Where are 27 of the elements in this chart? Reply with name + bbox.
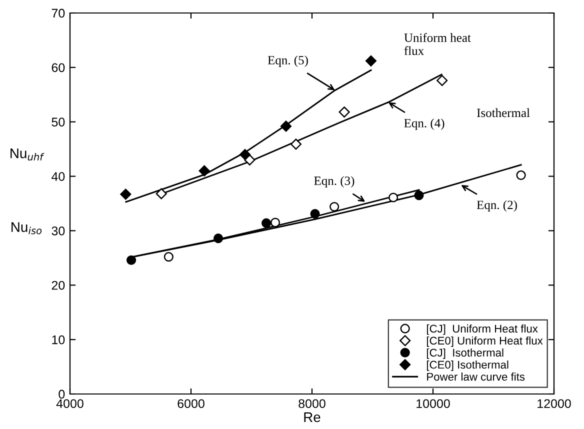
- annotation: Uniform heat flux: [404, 33, 471, 56]
- x-axis-title: Re: [304, 412, 320, 422]
- y-tick-label: 50: [52, 118, 65, 127]
- y-tick-label: 60: [52, 63, 65, 72]
- y-tick-label: 40: [52, 172, 65, 181]
- legend-label: Power law curve fits: [427, 372, 525, 381]
- y-axis-title: Nu$_{uhf}$: [10, 148, 44, 160]
- y-tick-label: 30: [52, 226, 65, 236]
- legend-label: [CJ] Isothermal: [426, 348, 504, 359]
- legend-label: [CE0] Uniform Heat flux: [426, 336, 543, 347]
- legend-label: [CE0] Isothermal: [426, 360, 508, 371]
- annotation: Eqn. (3): [314, 176, 354, 188]
- x-tick-label: 8000: [298, 399, 326, 408]
- x-tick-label: 4000: [56, 399, 84, 408]
- y-tick-label: 0: [58, 390, 65, 399]
- y-tick-label: 20: [52, 280, 65, 290]
- text: Nu$_{iso}$: [12, 222, 42, 234]
- legend-label: [CJ] Uniform Heat flux: [426, 324, 538, 335]
- annotation: Eqn. (2): [476, 200, 517, 212]
- x-tick-label: 12000: [538, 399, 571, 408]
- annotation: Eqn. (5): [268, 56, 308, 67]
- annotation: Isothermal: [477, 108, 530, 118]
- x-tick-label: 6000: [178, 399, 204, 408]
- x-tick-label: 10000: [416, 399, 450, 408]
- y-tick-label: 10: [52, 335, 65, 344]
- annotation: Eqn. (4): [404, 118, 444, 130]
- y-tick-label: 70: [52, 8, 65, 18]
